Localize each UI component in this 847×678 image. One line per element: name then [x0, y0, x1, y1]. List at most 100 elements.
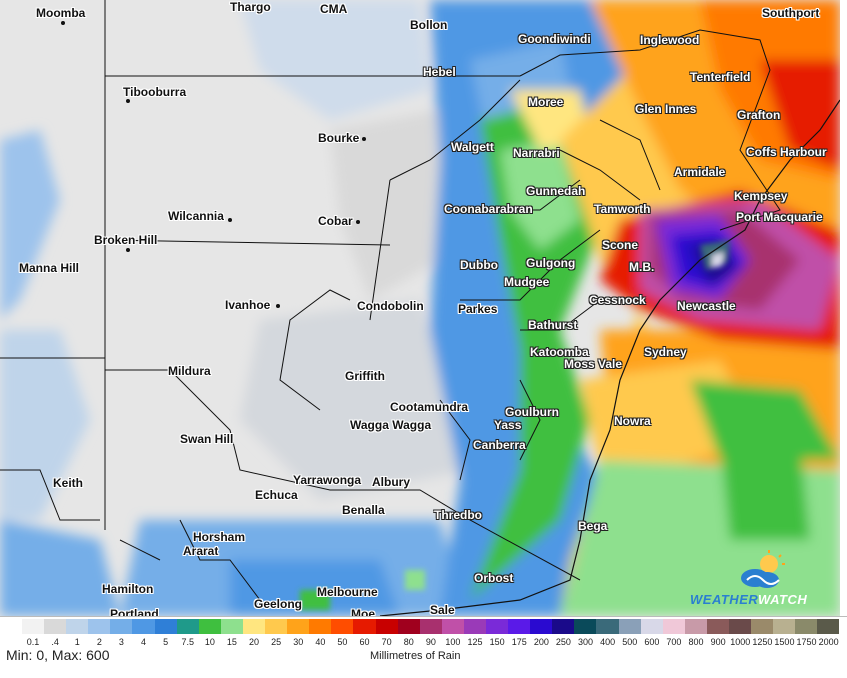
legend-swatch: [242, 619, 266, 634]
legend-swatch: [662, 619, 685, 634]
legend-swatch: [795, 619, 818, 634]
place-label: Thargo: [230, 0, 271, 14]
place-marker: [228, 218, 232, 222]
legend-swatch: [220, 619, 243, 634]
place-label: Ararat: [183, 544, 219, 558]
place-label: Bourke: [318, 131, 360, 145]
logo-part-weather: WEATHER: [690, 592, 759, 607]
place-label: Echuca: [255, 488, 298, 502]
place-label: Sydney: [644, 345, 687, 359]
place-label: Armidale: [674, 165, 726, 179]
legend-units: Millimetres of Rain: [370, 650, 461, 662]
place-label: Tibooburra: [123, 85, 187, 99]
place-label: Hamilton: [102, 582, 154, 596]
legend-swatches: [22, 619, 840, 635]
legend-tick-label: 100: [445, 637, 461, 647]
place-label: Parkes: [458, 302, 498, 316]
place-marker: [126, 248, 130, 252]
legend-tick-label: 700: [666, 637, 682, 647]
legend-swatch: [66, 619, 89, 634]
legend-tick-label: 60: [359, 637, 370, 647]
legend-swatch: [640, 619, 663, 634]
place-label: Goondiwindi: [518, 32, 591, 46]
legend-tick-label: 1500: [774, 637, 795, 647]
legend-tick-label: 400: [600, 637, 616, 647]
place-label: Katoomba: [530, 345, 589, 359]
place-label: Kempsey: [734, 189, 788, 203]
legend-swatch: [176, 619, 199, 634]
place-marker: [276, 304, 280, 308]
legend-swatch: [706, 619, 729, 634]
legend-swatch: [265, 619, 288, 634]
place-label: Port Macquarie: [736, 210, 823, 224]
legend-swatch: [287, 619, 310, 634]
place-label: CMA: [320, 2, 348, 16]
place-label: Newcastle: [677, 299, 736, 313]
legend-tick-label: 2: [96, 637, 102, 647]
legend-tick-label: 800: [688, 637, 704, 647]
legend-swatch: [684, 619, 707, 634]
legend-tick-label: 0.1: [26, 637, 40, 647]
logo-wordmark: WEATHERWATCH: [690, 592, 807, 607]
legend-swatch: [773, 619, 796, 634]
rainfall-map[interactable]: Moomba Thargo CMA Bollon Southport Goond…: [0, 0, 840, 616]
legend-swatch: [198, 619, 221, 634]
place-label: Cessnock: [589, 293, 646, 307]
legend-swatch: [88, 619, 111, 634]
legend-tick-label: 900: [710, 637, 726, 647]
place-label: Melbourne: [317, 585, 378, 599]
place-label: Inglewood: [640, 33, 700, 47]
place-marker: [126, 99, 130, 103]
place-label: Swan Hill: [180, 432, 234, 446]
place-label: Bollon: [410, 18, 448, 32]
place-label: Horsham: [193, 530, 246, 544]
legend-tick-label: 300: [578, 637, 594, 647]
place-label: Moss Vale: [564, 357, 623, 371]
place-marker: [356, 220, 360, 224]
place-label: Ivanhoe: [225, 298, 271, 312]
place-label: Coonabarabran: [444, 202, 533, 216]
legend-swatch: [22, 619, 45, 634]
place-label: Sale: [430, 603, 455, 617]
min-max-readout: Min: 0, Max: 600: [6, 647, 110, 663]
legend-swatch: [397, 619, 420, 634]
place-label: Narrabri: [513, 146, 560, 160]
place-label: Gunnedah: [526, 184, 586, 198]
legend-swatch: [309, 619, 332, 634]
legend-tick-label: 2000: [818, 637, 839, 647]
place-label: Dubbo: [460, 258, 498, 272]
place-label: Manna Hill: [19, 261, 80, 275]
legend-swatch: [817, 619, 840, 634]
place-label: Mudgee: [504, 275, 550, 289]
legend-swatch: [552, 619, 575, 634]
place-label: M.B.: [629, 260, 655, 274]
legend-tick-label: 175: [511, 637, 527, 647]
legend-tick-label: 3: [118, 637, 124, 647]
legend-tick-label: 1750: [796, 637, 817, 647]
legend-swatch: [618, 619, 641, 634]
legend-tick-label: 500: [622, 637, 638, 647]
place-label: Bega: [578, 519, 608, 533]
legend-tick-label: 90: [425, 637, 436, 647]
place-label: Broken Hill: [94, 233, 158, 247]
place-label: Southport: [762, 6, 820, 20]
legend-swatch: [751, 619, 774, 634]
place-label: Wilcannia: [168, 209, 224, 223]
place-label: Cobar: [318, 214, 353, 228]
legend-tick-label: 4: [141, 637, 147, 647]
place-label: Grafton: [737, 108, 781, 122]
cloud-sun-icon: [741, 550, 785, 588]
place-label: Moree: [528, 95, 564, 109]
place-label: Thredbo: [434, 508, 482, 522]
legend-tick-label: 125: [467, 637, 483, 647]
legend-swatch: [596, 619, 619, 634]
weatherwatch-logo: WEATHERWATCH: [688, 550, 838, 610]
place-label: Orbost: [474, 571, 514, 585]
place-label: Scone: [602, 238, 639, 252]
legend-tick-label: 250: [555, 637, 571, 647]
place-label: Geelong: [254, 597, 303, 611]
place-label: Moe: [351, 607, 375, 617]
legend-tick-label: 50: [337, 637, 348, 647]
place-label: Bathurst: [528, 318, 578, 332]
